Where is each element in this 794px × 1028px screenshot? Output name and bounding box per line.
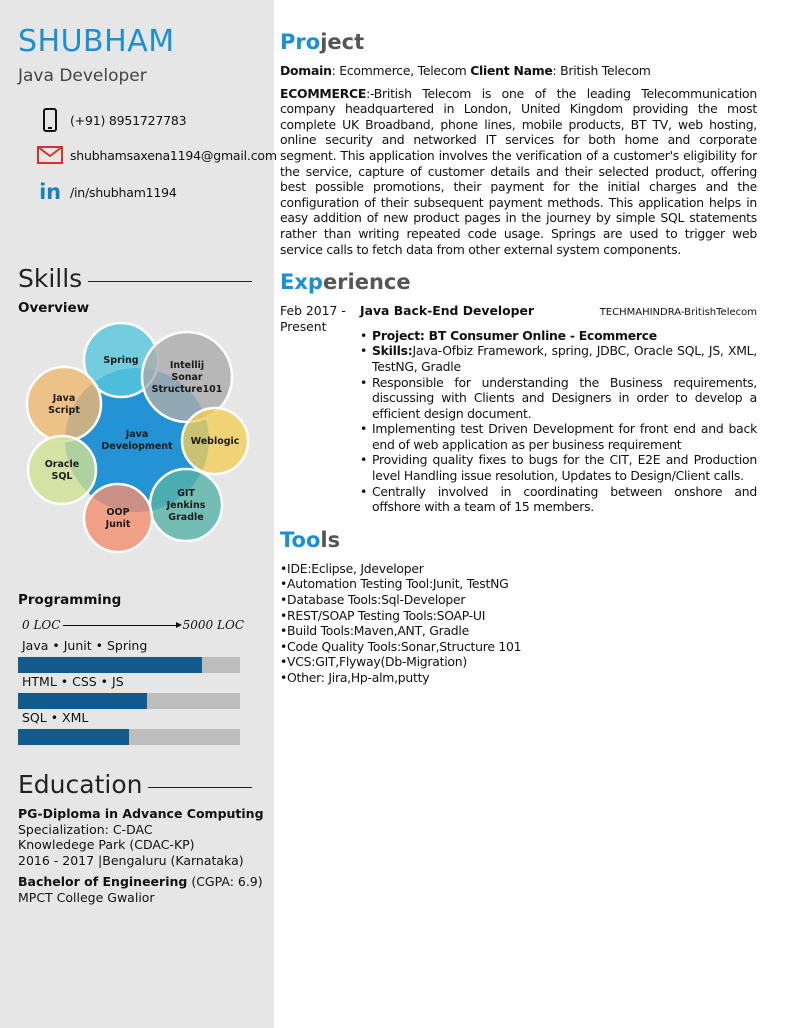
list-item: Implementing test Driven Development for…	[360, 421, 757, 452]
education-line: 2016 - 2017 |Bengaluru (Karnataka)	[18, 852, 244, 868]
skill-node-label: OOP Junit	[105, 507, 131, 530]
programming-bar	[18, 729, 240, 745]
programming-label: HTML • CSS • JS	[22, 674, 124, 689]
list-item: Project: BT Consumer Online - Ecommerce	[360, 328, 757, 344]
skill-node-label: Weblogic	[191, 436, 240, 447]
contact-email: shubhamsaxena1194@gmail.com	[30, 146, 277, 164]
programming-label: SQL • XML	[22, 710, 89, 725]
tool-item: •REST/SOAP Testing Tools:SOAP-UI	[280, 607, 486, 623]
programming-bar	[18, 657, 240, 673]
experience-position: Java Back-End Developer	[360, 303, 535, 319]
skill-node-label: Intellij Sonar Structure101	[152, 360, 223, 395]
programming-bar-fill	[18, 729, 129, 745]
tool-item: •Code Quality Tools:Sonar,Structure 101	[280, 638, 522, 654]
tool-item: •Database Tools:Sql-Developer	[280, 592, 466, 608]
experience-bullets: Project: BT Consumer Online - Ecommerce …	[360, 328, 757, 515]
candidate-role: Java Developer	[18, 66, 147, 86]
education-line: Specialization: C-DAC	[18, 821, 153, 837]
overview-title: Overview	[18, 300, 90, 316]
contact-phone: (+91) 8951727783	[30, 108, 187, 132]
contact-linkedin: in /in/shubham1194	[30, 180, 177, 204]
list-item: Providing quality fixes to bugs for the …	[360, 452, 757, 483]
skill-node-circle	[25, 365, 103, 443]
tool-item: •Automation Testing Tool:Junit, TestNG	[280, 576, 509, 592]
experience-entry: Feb 2017 - Present Java Back-End Develope…	[280, 303, 757, 515]
skills-title: Skills	[18, 264, 83, 293]
experience-dates: Feb 2017 - Present	[280, 303, 346, 334]
tools-heading: Tools	[280, 527, 341, 552]
scale-arrow	[63, 621, 182, 628]
education-heading: Education	[18, 770, 252, 799]
skill-node-label: GIT Jenkins Gradle	[166, 488, 206, 523]
skill-node-label: Oracle SQL	[45, 459, 80, 482]
project-description: ECOMMERCE:-British Telecom is one of the…	[280, 85, 757, 257]
programming-label: Java • Junit • Spring	[22, 638, 148, 653]
degree-title: PG-Diploma in Advance Computing	[18, 806, 264, 821]
linkedin-handle[interactable]: /in/shubham1194	[70, 184, 177, 200]
skill-node-label: Java Development	[101, 429, 173, 452]
list-item: Responsible for understanding the Busine…	[360, 375, 757, 422]
programming-bar-fill	[18, 693, 147, 709]
skill-node-label: Java Script	[48, 393, 80, 416]
experience-heading: Experience	[280, 270, 411, 295]
skill-node-circle	[26, 434, 98, 506]
tools-list: •IDE:Eclipse, Jdeveloper •Automation Test…	[280, 561, 757, 686]
skills-heading: Skills	[18, 264, 252, 293]
tool-item: •Build Tools:Maven,ANT, Gradle	[280, 623, 469, 639]
degree-title: Bachelor of Engineering	[18, 874, 188, 889]
experience-company: TECHMAHINDRA-BritishTelecom	[599, 307, 757, 319]
tool-item: •IDE:Eclipse, Jdeveloper	[280, 560, 424, 576]
project-heading: Project	[280, 30, 365, 54]
programming-title: Programming	[18, 592, 122, 608]
programming-bar-fill	[18, 657, 203, 673]
candidate-name: SHUBHAM	[18, 24, 175, 59]
education-line: MPCT College Gwalior	[18, 889, 155, 905]
linkedin-icon: in	[39, 180, 61, 204]
list-item: Centrally involved in coordinating betwe…	[360, 484, 757, 515]
skill-node-circle	[180, 406, 250, 476]
education-title: Education	[18, 770, 143, 799]
list-item: Skills:Java-Ofbiz Framework, spring, JDB…	[360, 343, 757, 374]
education-item: PG-Diploma in Advance Computing Speciali…	[18, 806, 264, 905]
main-column: Project Domain: Ecommerce, Telecom Clien…	[280, 29, 757, 686]
programming-bar	[18, 693, 240, 709]
project-domain: Domain: Ecommerce, Telecom Client Name: …	[280, 63, 651, 78]
skill-node-label: Spring	[103, 355, 138, 366]
email-address[interactable]: shubhamsaxena1194@gmail.com	[70, 147, 277, 163]
phone-icon	[30, 108, 70, 132]
cgpa: (CGPA: 6.9)	[191, 874, 263, 889]
skill-node-circle	[82, 482, 154, 554]
scale-start: 0 LOC	[22, 618, 61, 632]
tool-item: •Other: Jira,Hp-alm,putty	[280, 670, 430, 685]
skills-overview-diagram: Java Development Spring Intellij Sonar Struct…	[25, 321, 250, 554]
scale-end: 5000 LOC	[182, 618, 244, 632]
mail-icon	[30, 146, 70, 164]
education-line: Knowledege Park (CDAC-KP)	[18, 837, 195, 852]
phone-number[interactable]: (+91) 8951727783	[70, 112, 187, 128]
tool-item: •VCS:GIT,Flyway(Db-Migration)	[280, 654, 467, 670]
loc-scale: 0 LOC 5000 LOC	[22, 618, 244, 632]
